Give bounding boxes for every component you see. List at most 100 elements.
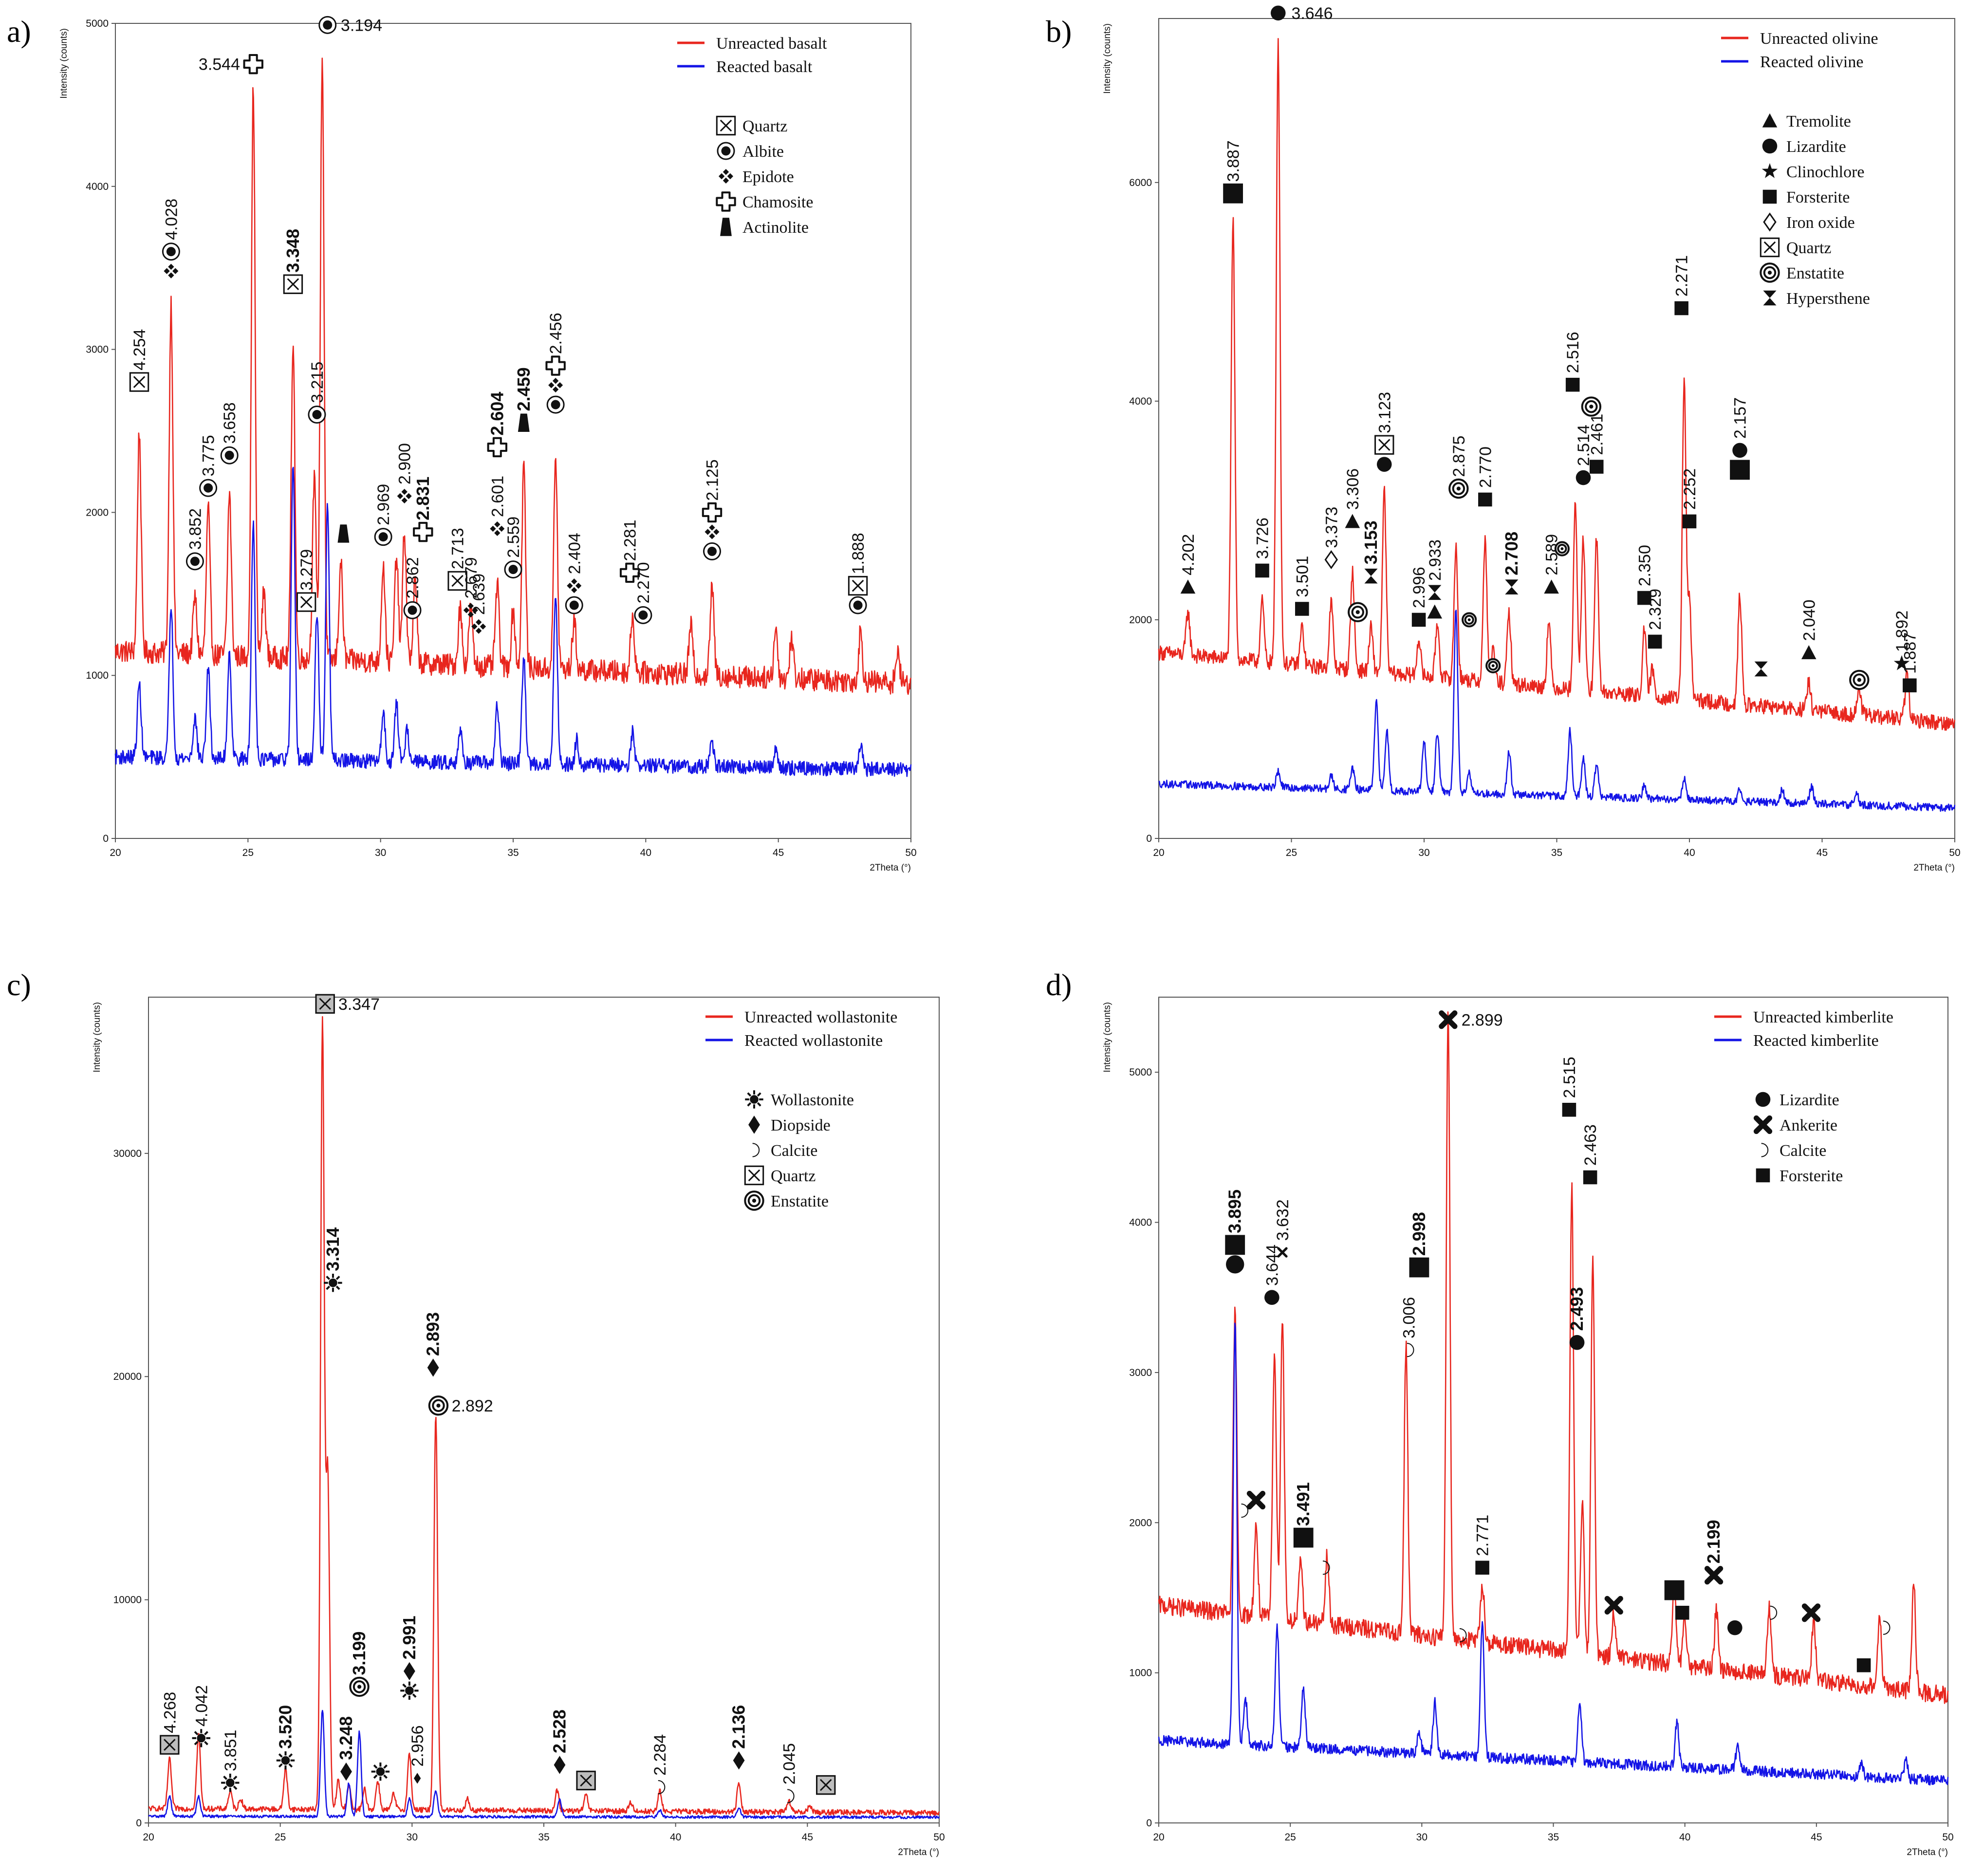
peak-label: 2.713: [449, 528, 467, 569]
peak-annotation: 2.933: [1426, 539, 1445, 619]
chamosite-icon: [716, 191, 736, 212]
peak-label: 2.493: [1567, 1287, 1587, 1331]
ankerite-icon: [1246, 1490, 1266, 1510]
peak-annotation: 2.604: [487, 392, 508, 458]
enstatite-icon: [1554, 541, 1570, 557]
quartz-icon: [160, 1735, 180, 1755]
x-tick-label: 40: [1679, 1832, 1690, 1843]
y-tick-label: 30000: [113, 1148, 142, 1159]
wollastonite-icon: [745, 1090, 763, 1109]
peak-annotation: 3.644: [1263, 1244, 1281, 1305]
x-tick-label: 50: [905, 847, 916, 858]
peak-label: 2.875: [1450, 436, 1468, 477]
peak-annotation: [1241, 1504, 1249, 1518]
calcite-icon: [658, 1780, 666, 1795]
peak-annotation: [1485, 658, 1501, 673]
peak-label: 2.969: [374, 484, 393, 525]
x-tick-label: 25: [242, 847, 254, 858]
peak-annotation: 3.006: [1400, 1297, 1418, 1357]
forsterite-icon: [1682, 514, 1697, 529]
peak-annotation: 2.329: [1646, 589, 1665, 649]
forsterite-icon: [1648, 634, 1662, 649]
tremolite-icon: [1427, 604, 1443, 619]
peak-label: 2.528: [549, 1709, 569, 1753]
x-tick-label: 25: [1284, 1832, 1296, 1843]
quartz-icon: [283, 274, 303, 294]
peak-annotation: [1348, 602, 1368, 622]
legend-entry: Reacted kimberlite: [1753, 1032, 1879, 1050]
epidote-icon: [548, 378, 563, 393]
peak-label: 2.199: [1704, 1520, 1724, 1563]
x-tick-label: 20: [1153, 1832, 1164, 1843]
peak-annotation: [1675, 1606, 1689, 1620]
peak-label: 2.771: [1474, 1515, 1492, 1556]
peak-label: 2.899: [1462, 1011, 1503, 1029]
peak-label: 2.461: [1588, 414, 1606, 455]
x-axis-title: 2Theta (°): [1913, 863, 1955, 873]
panel-d-label: d): [1046, 967, 1072, 1002]
peak-label: 4.202: [1179, 534, 1198, 576]
y-tick-label: 0: [103, 833, 109, 844]
peak-annotation: 3.851: [221, 1730, 240, 1792]
albite-icon: [374, 528, 392, 546]
peak-annotation: 2.771: [1474, 1515, 1492, 1575]
forsterite-icon: [1856, 1658, 1871, 1672]
peak-label: 3.123: [1375, 392, 1394, 433]
phase-legend-label: Calcite: [1780, 1142, 1826, 1160]
x-tick-label: 50: [933, 1832, 945, 1843]
peak-annotation: 2.862: [403, 557, 422, 619]
enstatite-icon: [1448, 478, 1469, 499]
enstatite-icon: [1849, 669, 1870, 690]
forsterite-icon: [1409, 1257, 1429, 1278]
peak-annotation: 2.493: [1567, 1287, 1587, 1350]
epidote-icon: [704, 524, 720, 539]
diopside-icon: [404, 1662, 415, 1681]
panel-a-label: a): [7, 14, 31, 49]
albite-icon: [220, 446, 239, 464]
phase-legend-label: Albite: [742, 143, 784, 161]
enstatite-icon: [428, 1395, 449, 1416]
forsterite-icon: [1583, 1170, 1597, 1185]
peak-annotation: 2.459: [514, 367, 534, 432]
peak-annotation: 3.646: [1270, 4, 1333, 23]
lizardite-icon: [1755, 1092, 1771, 1107]
peak-label: 2.770: [1476, 446, 1495, 488]
peak-label: 4.028: [162, 199, 181, 240]
peak-annotation: 3.215: [308, 362, 327, 424]
panel-b-label: b): [1046, 14, 1072, 49]
peak-annotation: 2.270: [634, 562, 653, 624]
peak-annotation: 3.658: [220, 402, 239, 464]
peak-label: 2.862: [404, 557, 422, 598]
legend-entry: Unreacted basalt: [716, 35, 827, 53]
forsterite-icon: [1223, 183, 1243, 204]
calcite-icon: [1770, 1605, 1778, 1620]
forsterite-icon: [1903, 678, 1917, 692]
quartz-icon: [315, 994, 335, 1014]
enstatite-icon: [744, 1190, 764, 1211]
chamosite-icon: [413, 521, 433, 542]
y-tick-label: 2000: [86, 507, 109, 518]
chart-b: 20 25 30 35 40 45 50 0 2000 4000 6000 2Theta (°) Int…: [1102, 4, 1961, 873]
peak-label: 3.347: [338, 995, 380, 1014]
peak-annotation: 2.969: [374, 484, 393, 546]
forsterite-icon: [1664, 1580, 1685, 1600]
y-tick-label: 10000: [113, 1595, 142, 1606]
peak-label: 3.852: [186, 508, 204, 550]
phase-legend-label: Quartz: [1786, 239, 1832, 257]
peak-annotation: 2.284: [651, 1734, 669, 1795]
albite-icon: [403, 601, 422, 619]
peak-annotation: 3.348: [283, 229, 303, 294]
chamosite-icon: [702, 502, 723, 523]
peak-annotation: 3.347: [315, 994, 380, 1014]
peak-label: 3.632: [1274, 1199, 1292, 1241]
y-tick-label: 4000: [86, 181, 109, 192]
chamosite-icon: [545, 355, 566, 376]
peak-annotation: 3.887: [1223, 140, 1243, 204]
peak-annotation: 2.136: [729, 1705, 749, 1770]
peak-annotation: 3.279: [296, 549, 316, 612]
peak-annotation: 4.042: [192, 1685, 211, 1747]
peak-label: 2.284: [651, 1734, 669, 1776]
peak-annotation: 3.194: [318, 16, 382, 35]
forsterite-icon: [1637, 591, 1651, 605]
legend-entry: Unreacted olivine: [1760, 30, 1878, 48]
